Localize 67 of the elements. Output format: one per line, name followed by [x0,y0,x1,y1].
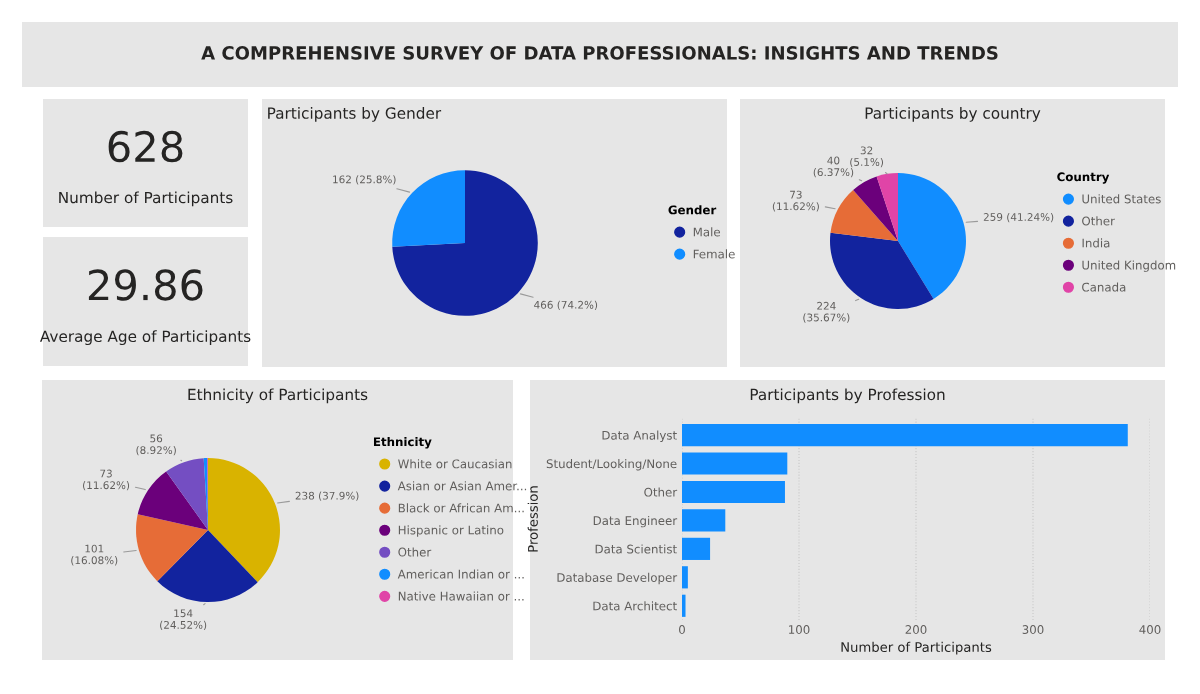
data-label: 238 (37.9%) [295,491,359,501]
data-label: 32 (5.1%) [850,146,884,168]
legend-label: Native Hawaiian or ... [398,591,524,601]
bar [682,452,788,475]
bar [682,594,686,617]
y-tick-label: Data Engineer [593,515,678,528]
text: A COMPREHENSIVE SURVEY OF DATA PROFESSIONALS: INSIGHTS AND TRENDS [201,46,998,60]
y-tick-label: Student/Looking/None [546,459,677,471]
bar [682,423,1128,447]
data-label: 466 (74.2%) [534,300,598,310]
legend-label: Asian or Asian Amer... [397,481,527,491]
x-tick-label: 0 [679,625,685,634]
pie-slice [830,189,898,241]
data-label: 224 (35.67%) [803,301,850,323]
legend-label: Canada [1082,282,1126,292]
legend-label: Other [398,547,432,557]
data-label: 73 (11.62%) [83,469,130,491]
legend-label: United Kingdom [1082,260,1176,272]
legend-label: Black or African Am... [398,503,524,513]
x-tick-label: 400 [1139,625,1161,634]
bar [682,537,711,560]
chart-title: Participants by country [865,107,1041,122]
legend-label: Male [693,227,720,237]
data-label: 259 (41.24%) [983,212,1054,223]
y-axis-title: Profession [527,486,538,552]
legend-label: White or Caucasian [398,459,512,469]
legend-label: Hispanic or Latino [398,525,504,537]
x-tick-label: 100 [789,625,810,634]
pie-slice [137,471,208,530]
y-tick-label: Database Developer [557,572,678,585]
legend-label: Other [1082,216,1115,226]
data-label: 154 (24.52%) [160,609,207,631]
x-tick-label: 200 [905,625,927,634]
legend-title: Gender [668,205,717,215]
chart-title: Participants by Profession [750,388,945,404]
pie-slice [853,176,898,241]
legend-label: American Indian or ... [397,569,524,579]
text: 628 [108,130,183,163]
x-axis-title: Number of Participants [841,641,992,655]
pie-slice [136,514,208,582]
legend-title: Ethnicity [373,437,432,449]
data-label: 73 (11.62%) [772,190,819,212]
bar [682,509,726,532]
data-label: 56 (8.92%) [136,434,176,456]
text: Average Age of Participants [39,330,251,346]
y-tick-label: Data Analyst [602,430,677,443]
y-tick-label: Data Architect [593,601,677,611]
data-label: 162 (25.8%) [333,175,396,185]
text: Number of Participants [59,191,233,207]
pie-slice [898,173,966,299]
legend-label: India [1082,238,1110,248]
legend-label: United States [1082,194,1161,204]
y-tick-label: Other [644,487,678,497]
chart-title: Ethnicity of Participants [188,388,368,404]
pie-slice [876,173,898,241]
legend-title: Country [1057,172,1110,184]
data-label: 101 (16.08%) [71,544,118,566]
text: 29.86 [88,269,203,301]
pie-slice [208,458,280,583]
y-tick-label: Data Scientist [595,544,677,554]
bar [682,566,688,589]
x-tick-label: 300 [1022,625,1044,634]
bar [682,480,785,504]
pie-slice [157,530,258,602]
pie-slice [166,458,208,530]
chart-title: Participants by Gender [268,107,442,122]
legend-label: Female [693,249,735,259]
